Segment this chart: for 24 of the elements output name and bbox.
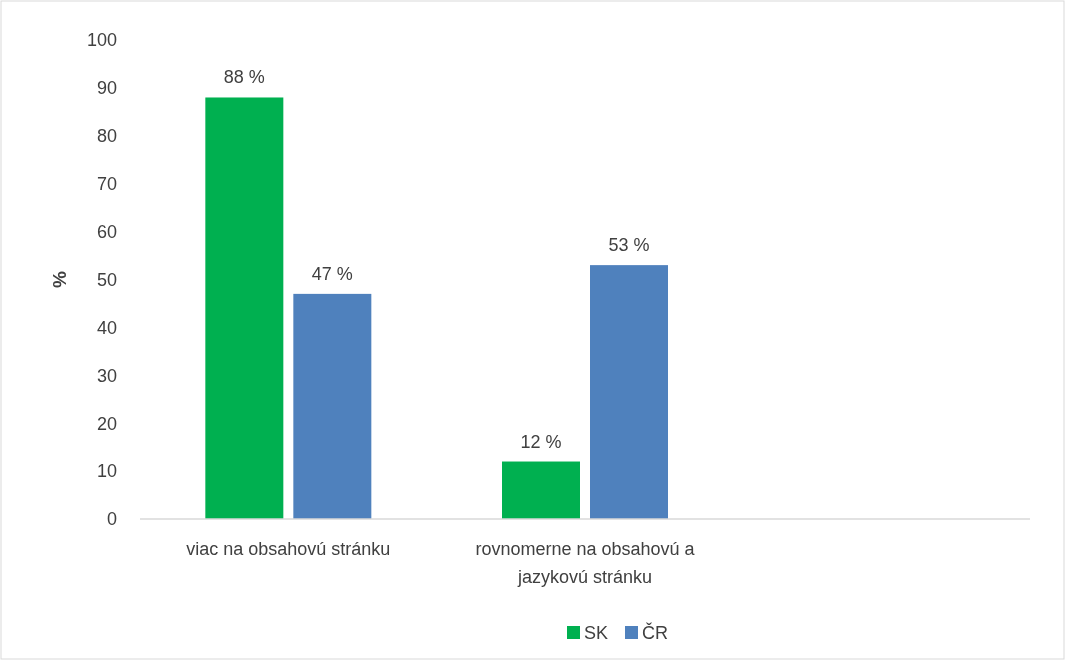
y-tick-label: 80 [96,126,117,147]
y-tick-label: 10 [96,461,117,482]
y-tick-label: 90 [96,78,117,99]
y-tick-label: 50 [96,269,117,290]
bar [293,293,372,519]
y-axis-title: % [49,270,70,288]
data-label: 88 % [223,67,265,88]
legend-label: SK [584,623,609,644]
bar [590,265,668,519]
legend-label: ČR [642,622,668,644]
x-tick-label: rovnomerne na obsahovú a jazykovú stránku [475,539,696,587]
data-label: 47 % [311,263,353,284]
y-tick-label: 40 [96,317,117,338]
y-tick-label: 70 [96,174,117,194]
y-tick-label: 100 [86,30,117,51]
y-tick-label: 20 [96,413,117,434]
data-label: 53 % [608,235,650,256]
y-tick-label: 0 [106,509,117,530]
bar [205,97,284,519]
y-tick-label: 30 [96,365,117,386]
y-tick-label: 60 [96,221,117,242]
x-tick-label: viac na obsahovú stránku [186,539,391,559]
data-label: 12 % [520,431,562,452]
bar [502,461,580,519]
